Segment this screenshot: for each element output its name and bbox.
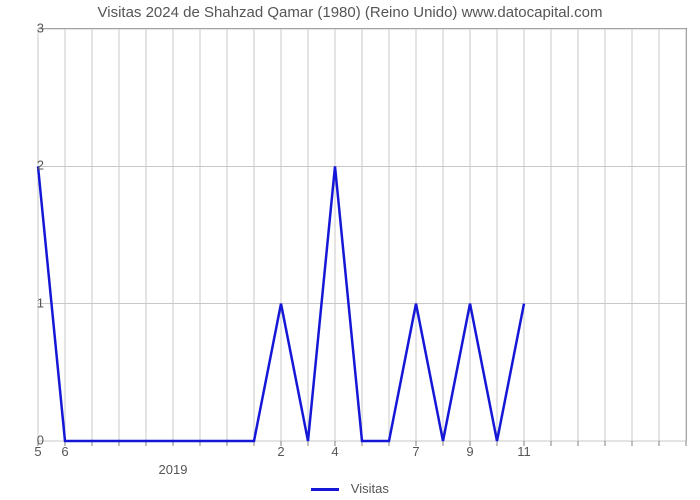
legend-label: Visitas xyxy=(351,481,389,496)
legend: Visitas xyxy=(0,481,700,496)
x-tick-label: 6 xyxy=(61,444,68,459)
x-tick-label: 4 xyxy=(331,444,338,459)
y-tick-label: 2 xyxy=(10,158,44,173)
legend-swatch xyxy=(311,488,339,491)
chart-title: Visitas 2024 de Shahzad Qamar (1980) (Re… xyxy=(0,4,700,21)
y-tick-label: 3 xyxy=(10,21,44,36)
x-tick-label: 9 xyxy=(466,444,473,459)
x-group-label: 2019 xyxy=(159,462,188,477)
x-tick-label: 11 xyxy=(517,444,531,459)
plot-svg xyxy=(38,29,686,441)
x-tick-label: 2 xyxy=(277,444,284,459)
y-tick-label: 1 xyxy=(10,295,44,310)
x-tick-label: 5 xyxy=(34,444,41,459)
plot-area xyxy=(38,28,687,441)
x-tick-label: 7 xyxy=(412,444,419,459)
chart-container: { "chart": { "type": "line", "title": "V… xyxy=(0,0,700,500)
